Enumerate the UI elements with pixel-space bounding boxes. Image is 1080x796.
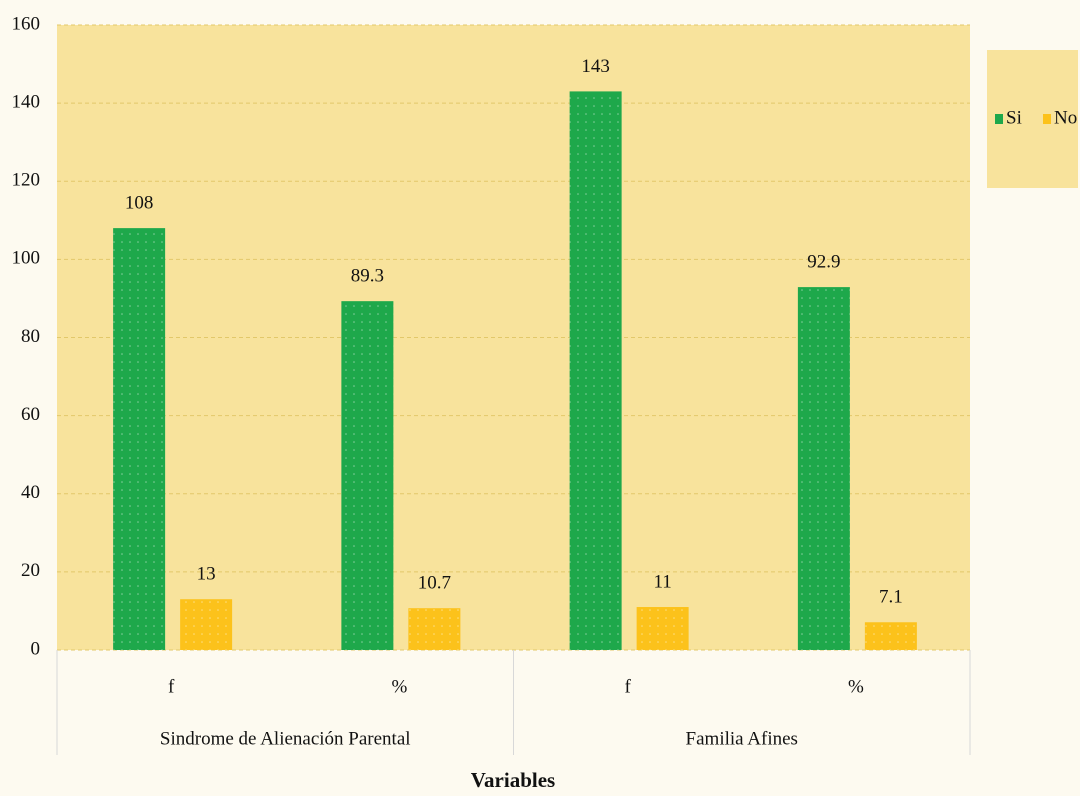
y-tick-label: 60 [21,404,40,425]
x-tick-label: % [848,676,864,697]
legend-swatch [1043,114,1051,124]
data-label: 108 [125,192,154,213]
y-tick-label: 160 [12,13,41,34]
y-tick-label: 100 [12,248,41,269]
y-tick-label: 40 [21,482,40,503]
legend-label: Si [1006,107,1022,128]
bar-texture [797,287,850,650]
bar-texture [864,622,917,650]
y-tick-label: 0 [31,638,41,659]
data-label: 11 [653,571,671,592]
x-tick-label: f [168,676,175,697]
x-tick-label: f [624,676,631,697]
y-tick-label: 140 [12,91,41,112]
bar-texture [569,91,622,650]
x-axis-title: Variables [471,768,555,792]
y-tick-label: 120 [12,170,41,191]
data-label: 143 [581,56,610,77]
data-label: 92.9 [807,251,840,272]
legend-label: No [1054,107,1077,128]
data-label: 89.3 [351,266,384,287]
data-label: 10.7 [418,573,451,594]
group-label: Familia Afines [686,728,798,749]
bar-texture [408,608,461,650]
bar-texture [113,228,166,650]
y-tick-label: 80 [21,326,40,347]
data-label: 7.1 [879,587,903,608]
bar-texture [180,599,233,650]
bar-texture [636,607,689,650]
x-tick-label: % [391,676,407,697]
y-tick-label: 20 [21,560,40,581]
group-label: Sindrome de Alienación Parental [160,728,411,749]
bar-texture [341,301,394,650]
data-label: 13 [197,564,216,585]
legend-swatch [995,114,1003,124]
